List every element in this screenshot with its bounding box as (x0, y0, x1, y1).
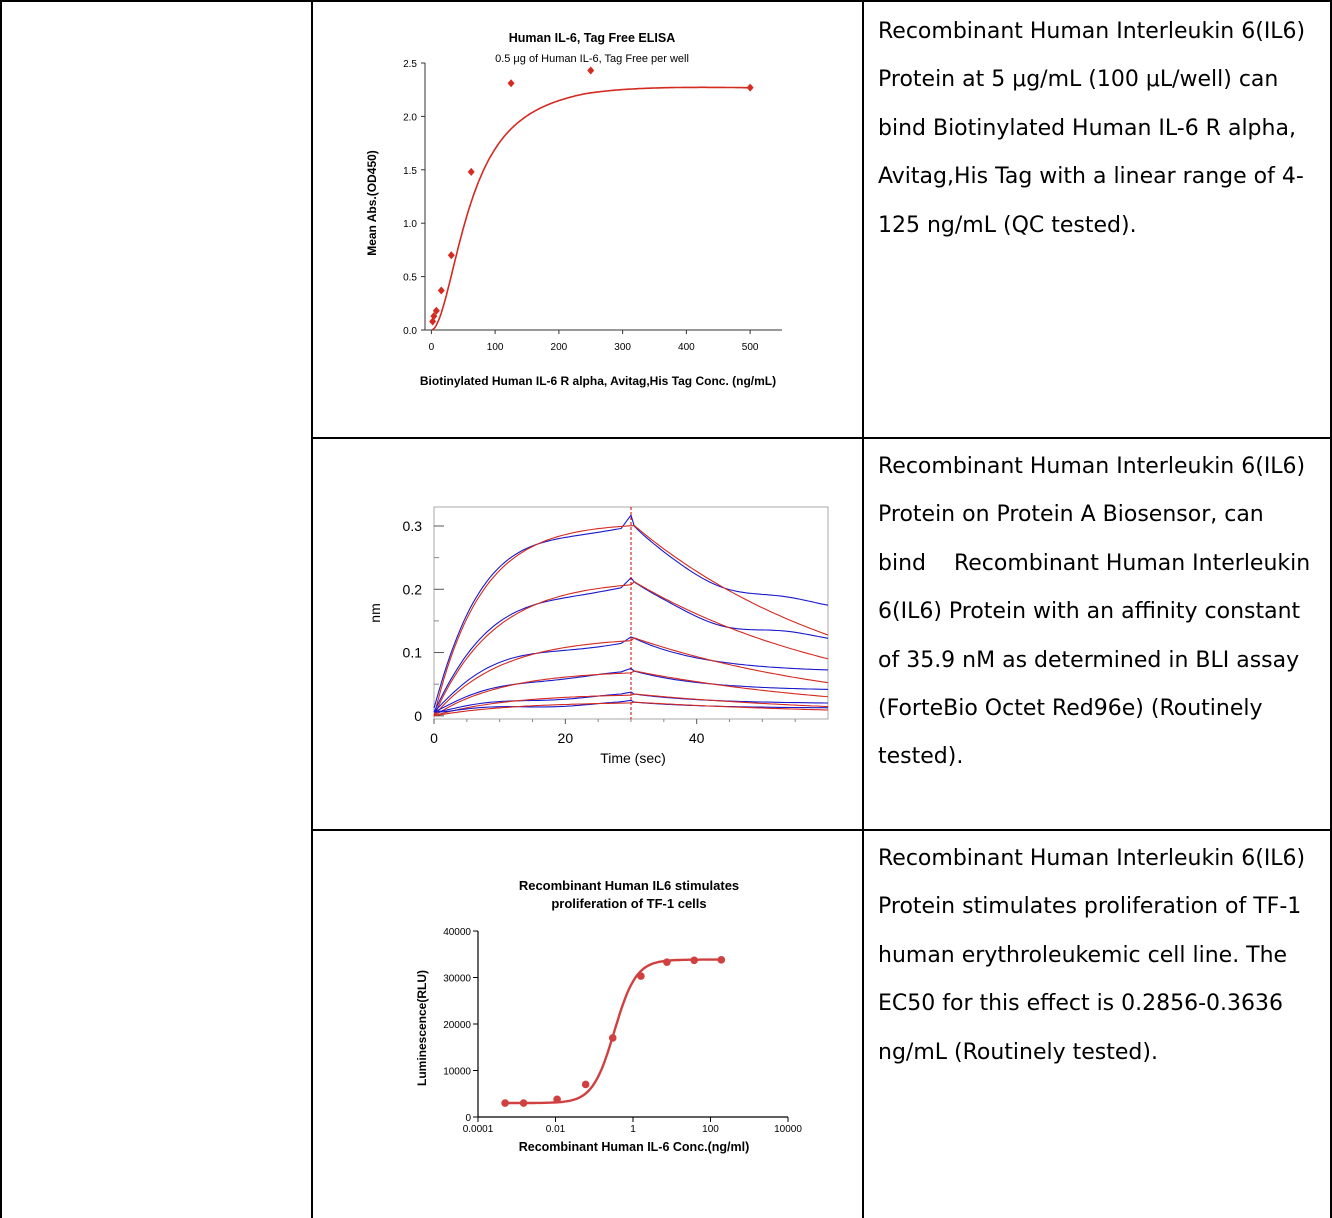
row-2-description: Recombinant Human Interleukin 6(IL6) Pro… (878, 454, 1311, 770)
row-divider-2 (312, 829, 1332, 831)
elisa-x-tick-label: 0 (429, 342, 435, 353)
bli-y-label: nm (367, 603, 383, 622)
row-1-description: Recombinant Human Interleukin 6(IL6) Pro… (878, 19, 1306, 238)
bli-y-tick-label: 0 (414, 708, 422, 724)
tf1-fit-curve (505, 958, 721, 1105)
tf1-y-tick-label: 40000 (443, 927, 471, 938)
elisa-data-point (447, 251, 455, 260)
tf1-data-point (501, 1099, 509, 1107)
elisa-x-tick-label: 500 (742, 342, 759, 353)
tf1-x-tick-label: 100 (702, 1124, 719, 1135)
tf1-x-tick-label: 10000 (774, 1124, 802, 1135)
tf1-data-point (690, 956, 699, 965)
elisa-data-point (430, 312, 438, 321)
right-border (1330, 0, 1332, 1218)
bli-x-label: Time (sec) (600, 750, 666, 766)
elisa-y-tick-label: 1.0 (403, 219, 417, 230)
elisa-data-point (587, 66, 595, 75)
row-divider-1 (312, 437, 1332, 439)
column-divider-1 (311, 0, 313, 1218)
elisa-fit-curve (431, 86, 750, 331)
elisa-y-tick-label: 0.5 (403, 273, 417, 284)
tf1-data-point (553, 1095, 561, 1104)
tf1-y-tick-label: 10000 (443, 1067, 471, 1078)
tf1-x-tick-label: 0.01 (546, 1124, 566, 1135)
bli-fit-curve (433, 637, 829, 717)
row-3-description: Recombinant Human Interleukin 6(IL6) Pro… (878, 846, 1306, 1065)
tf1-data-point (519, 1099, 528, 1107)
elisa-y-tick-label: 2.5 (403, 59, 417, 70)
bli-x-tick-label: 40 (689, 730, 705, 746)
bli-y-tick-label: 0.1 (403, 645, 423, 661)
tf1-data-point (581, 1080, 590, 1089)
tf1-title-line2: proliferation of TF-1 cells (551, 896, 706, 911)
tf1-y-tick-label: 0 (465, 1113, 471, 1124)
tf1-x-tick-label: 1 (630, 1124, 636, 1135)
elisa-data-point (507, 79, 515, 88)
bli-fit-curve (433, 693, 829, 717)
bli-y-tick-label: 0.2 (403, 581, 423, 597)
bli-y-tick-label: 0.3 (403, 518, 423, 534)
elisa-y-tick-label: 1.5 (403, 166, 417, 177)
column-divider-2 (862, 0, 864, 1218)
elisa-data-point (437, 286, 445, 295)
bli-x-tick-label: 20 (558, 730, 574, 746)
elisa-data-point (429, 317, 437, 326)
elisa-y-tick-label: 0.0 (403, 326, 417, 337)
tf1-x-tick-label: 0.0001 (463, 1124, 494, 1135)
tf1-data-point (637, 972, 645, 980)
tf1-title-line1: Recombinant Human IL6 stimulates (519, 878, 739, 893)
tf1-y-label: Luminescence(RLU) (415, 970, 429, 1086)
tf1-y-tick-label: 30000 (443, 974, 471, 985)
bli-measured-curve (433, 699, 829, 713)
tf1-data-point (608, 1034, 617, 1042)
table-top-border (0, 0, 1332, 2)
elisa-title: Human IL-6, Tag Free ELISA (509, 31, 675, 45)
elisa-y-label: Mean Abs.(OD450) (365, 150, 379, 256)
elisa-y-tick-label: 2.0 (403, 112, 417, 123)
elisa-data-point (432, 306, 440, 315)
bli-x-tick-label: 0 (430, 730, 438, 746)
tf1-y-tick-label: 20000 (443, 1020, 471, 1031)
tf1-data-point (663, 958, 671, 966)
left-border (0, 0, 2, 1218)
elisa-x-tick-label: 400 (678, 342, 695, 353)
elisa-data-point (746, 83, 754, 92)
elisa-chart: Human IL-6, Tag Free ELISA 0.5 μg of Hum… (365, 31, 782, 388)
bli-sensorgram-chart: 0 20 40 0 0.1 0.2 0.3 Time (sec) nm (367, 506, 829, 766)
elisa-data-point (467, 167, 475, 176)
elisa-x-tick-label: 100 (487, 342, 504, 353)
elisa-x-tick-label: 200 (551, 342, 568, 353)
tf1-data-point (717, 956, 726, 964)
elisa-x-label: Biotinylated Human IL-6 R alpha, Avitag,… (420, 374, 776, 388)
bli-measured-curve (433, 513, 829, 709)
tf1-proliferation-chart: Recombinant Human IL6 stimulates prolife… (415, 878, 802, 1154)
elisa-subtitle: 0.5 μg of Human IL-6, Tag Free per well (495, 53, 689, 65)
tf1-x-label: Recombinant Human IL-6 Conc.(ng/ml) (519, 1140, 750, 1154)
bli-fit-curve (433, 525, 829, 716)
elisa-x-tick-label: 300 (614, 342, 631, 353)
